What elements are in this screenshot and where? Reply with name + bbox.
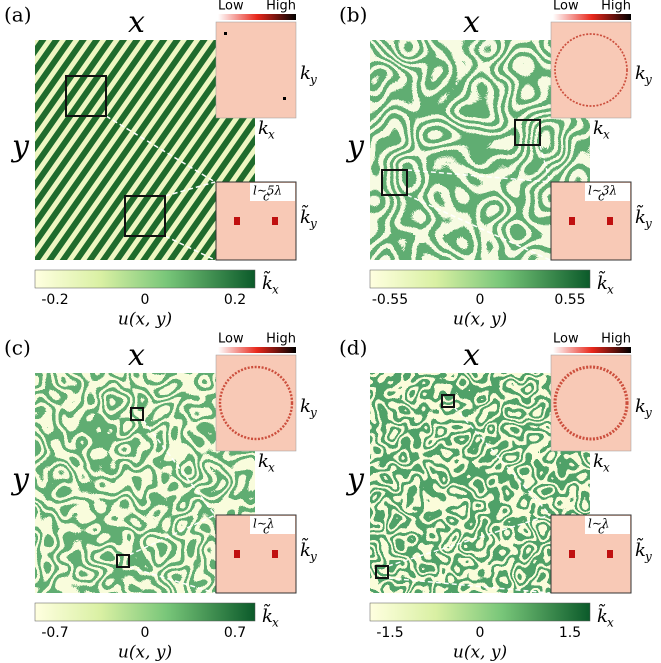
low-label: Low xyxy=(553,332,579,347)
high-label: High xyxy=(601,332,631,347)
local-peak xyxy=(569,550,575,558)
kx-tilde-label-sub: x xyxy=(607,616,614,630)
colorbar-tick-label: -0.55 xyxy=(372,292,408,308)
colorbar-tick-label: 0.55 xyxy=(554,292,585,308)
x-label: x xyxy=(128,5,145,40)
colorbar-tick-label: 0 xyxy=(141,292,150,308)
ky-label-sub: y xyxy=(644,406,652,420)
local-peak xyxy=(272,550,278,558)
y-label: y xyxy=(10,462,30,497)
local-peak xyxy=(234,217,240,225)
colorbar xyxy=(370,603,590,621)
spectrum-colorbar xyxy=(218,14,296,20)
ky-label-sub: y xyxy=(309,73,317,87)
spectrum-colorbar xyxy=(553,14,631,20)
spectrum-colorbar xyxy=(553,347,631,353)
x-label: x xyxy=(128,338,145,373)
inset-label-sub: c xyxy=(263,523,270,537)
inset-label-sub: c xyxy=(598,523,605,537)
local-peak xyxy=(569,217,575,225)
spectrum-colorbar xyxy=(218,347,296,353)
y-label: y xyxy=(345,129,365,164)
spectrum-inset xyxy=(551,355,631,451)
colorbar xyxy=(370,270,590,288)
local-peak xyxy=(607,217,613,225)
x-label: x xyxy=(463,5,480,40)
figure: (a)xyLowHighkykxl∼5λck̃yk̃x-0.200.2u(x, … xyxy=(0,0,661,663)
panel-label: (b) xyxy=(339,3,367,27)
high-label: High xyxy=(266,0,296,14)
high-label: High xyxy=(601,0,631,14)
panel: (c)xyLowHighkykxl∼λck̃yk̃x-0.700.7u(x, y… xyxy=(4,332,317,663)
local-peak xyxy=(272,217,278,225)
spectrum-inset xyxy=(216,355,296,451)
ky-label-sub: y xyxy=(309,406,317,420)
ky-tilde-label-sub: y xyxy=(309,217,317,231)
colorbar-label: u(x, y) xyxy=(453,310,507,330)
colorbar-tick-label: -0.7 xyxy=(41,625,68,641)
ky-tilde-label-sub: y xyxy=(309,550,317,564)
kx-label-sub: x xyxy=(603,461,610,475)
kx-tilde-label-sub: x xyxy=(607,283,614,297)
y-label: y xyxy=(10,129,30,164)
spectrum-inset xyxy=(216,22,296,118)
ky-tilde-label-sub: y xyxy=(644,217,652,231)
colorbar xyxy=(35,270,255,288)
local-peak xyxy=(234,550,240,558)
spectrum-peak xyxy=(283,97,286,100)
colorbar-tick-label: 0.2 xyxy=(224,292,246,308)
colorbar-label: u(x, y) xyxy=(118,310,172,330)
panel-label: (a) xyxy=(4,3,32,27)
panel-label: (c) xyxy=(4,336,31,360)
low-label: Low xyxy=(218,332,244,347)
low-label: Low xyxy=(218,0,244,14)
colorbar-tick-label: 0 xyxy=(476,292,485,308)
spectrum-peak xyxy=(224,32,227,35)
kx-label-sub: x xyxy=(268,128,275,142)
colorbar-tick-label: 0 xyxy=(141,625,150,641)
colorbar-label: u(x, y) xyxy=(453,643,507,663)
low-label: Low xyxy=(553,0,579,14)
high-label: High xyxy=(266,332,296,347)
colorbar-tick-label: -1.5 xyxy=(376,625,403,641)
spectrum-inset xyxy=(551,22,631,118)
colorbar xyxy=(35,603,255,621)
colorbar-tick-label: -0.2 xyxy=(41,292,68,308)
kx-label-sub: x xyxy=(268,461,275,475)
local-peak xyxy=(607,550,613,558)
colorbar-tick-label: 1.5 xyxy=(559,625,581,641)
colorbar-label: u(x, y) xyxy=(118,643,172,663)
kx-label-sub: x xyxy=(603,128,610,142)
ky-label-sub: y xyxy=(644,73,652,87)
panel-label: (d) xyxy=(339,336,367,360)
kx-tilde-label-sub: x xyxy=(272,283,279,297)
inset-label-sub: c xyxy=(598,190,605,204)
x-label: x xyxy=(463,338,480,373)
colorbar-tick-label: 0 xyxy=(476,625,485,641)
colorbar-tick-label: 0.7 xyxy=(224,625,246,641)
ky-tilde-label-sub: y xyxy=(644,550,652,564)
kx-tilde-label-sub: x xyxy=(272,616,279,630)
inset-label-sub: c xyxy=(263,190,270,204)
y-label: y xyxy=(345,462,365,497)
